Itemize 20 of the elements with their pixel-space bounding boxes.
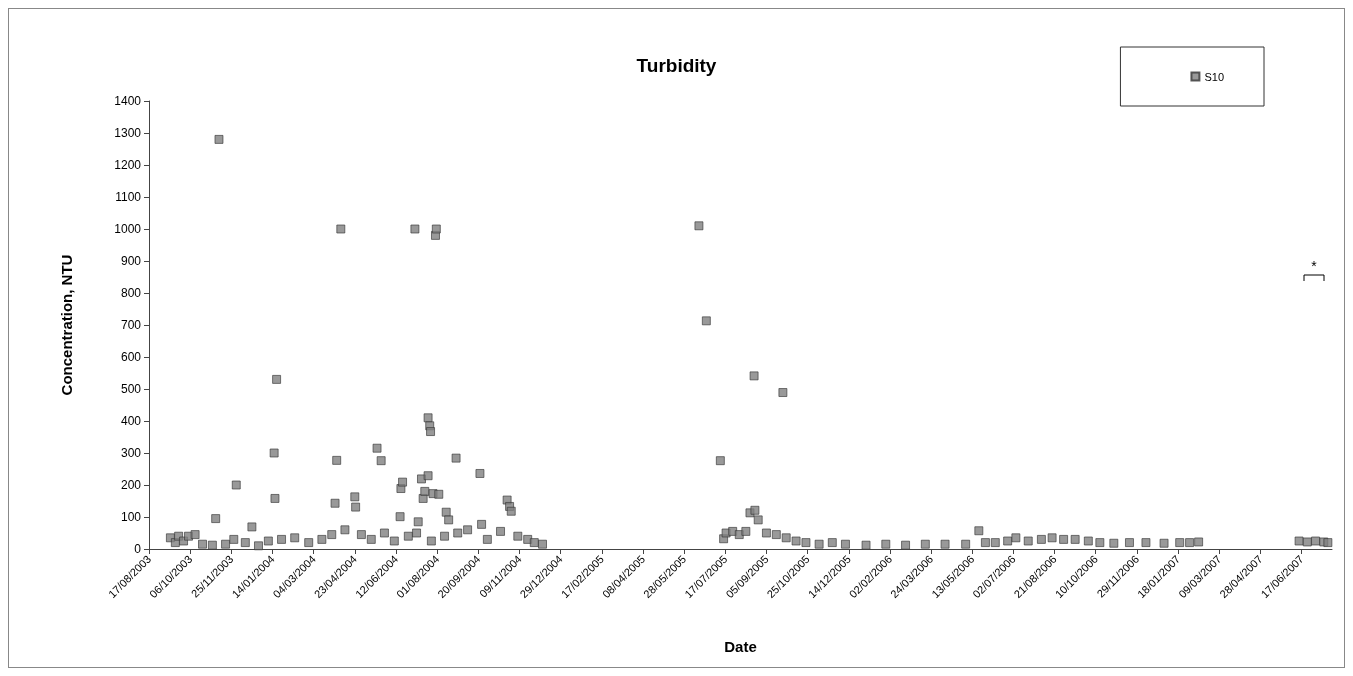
y-tick-label: 400 [120,414,142,428]
y-axis-title: Concentration, NTU [58,254,75,396]
y-tick-label: 900 [120,254,142,268]
y-tick-label: 1000 [114,222,142,236]
legend-label: S10 [1204,70,1225,83]
annotation: * [1311,258,1318,274]
y-tick-label: 100 [120,510,142,524]
y-tick-label: 0 [134,542,142,556]
y-tick-label: 700 [120,318,142,332]
y-tick-label: 1300 [114,126,142,140]
y-tick-label: 1100 [115,190,142,204]
y-tick-label: 800 [120,286,142,300]
y-tick-label: 200 [120,478,142,492]
y-tick-label: 300 [120,446,142,460]
x-axis-title: Date [724,638,757,655]
y-tick-label: 600 [120,350,142,364]
chart-title: Turbidity [636,55,717,76]
y-tick-label: 1400 [114,94,142,108]
y-tick-label: 1200 [114,158,142,172]
y-tick-label: 500 [120,382,142,396]
